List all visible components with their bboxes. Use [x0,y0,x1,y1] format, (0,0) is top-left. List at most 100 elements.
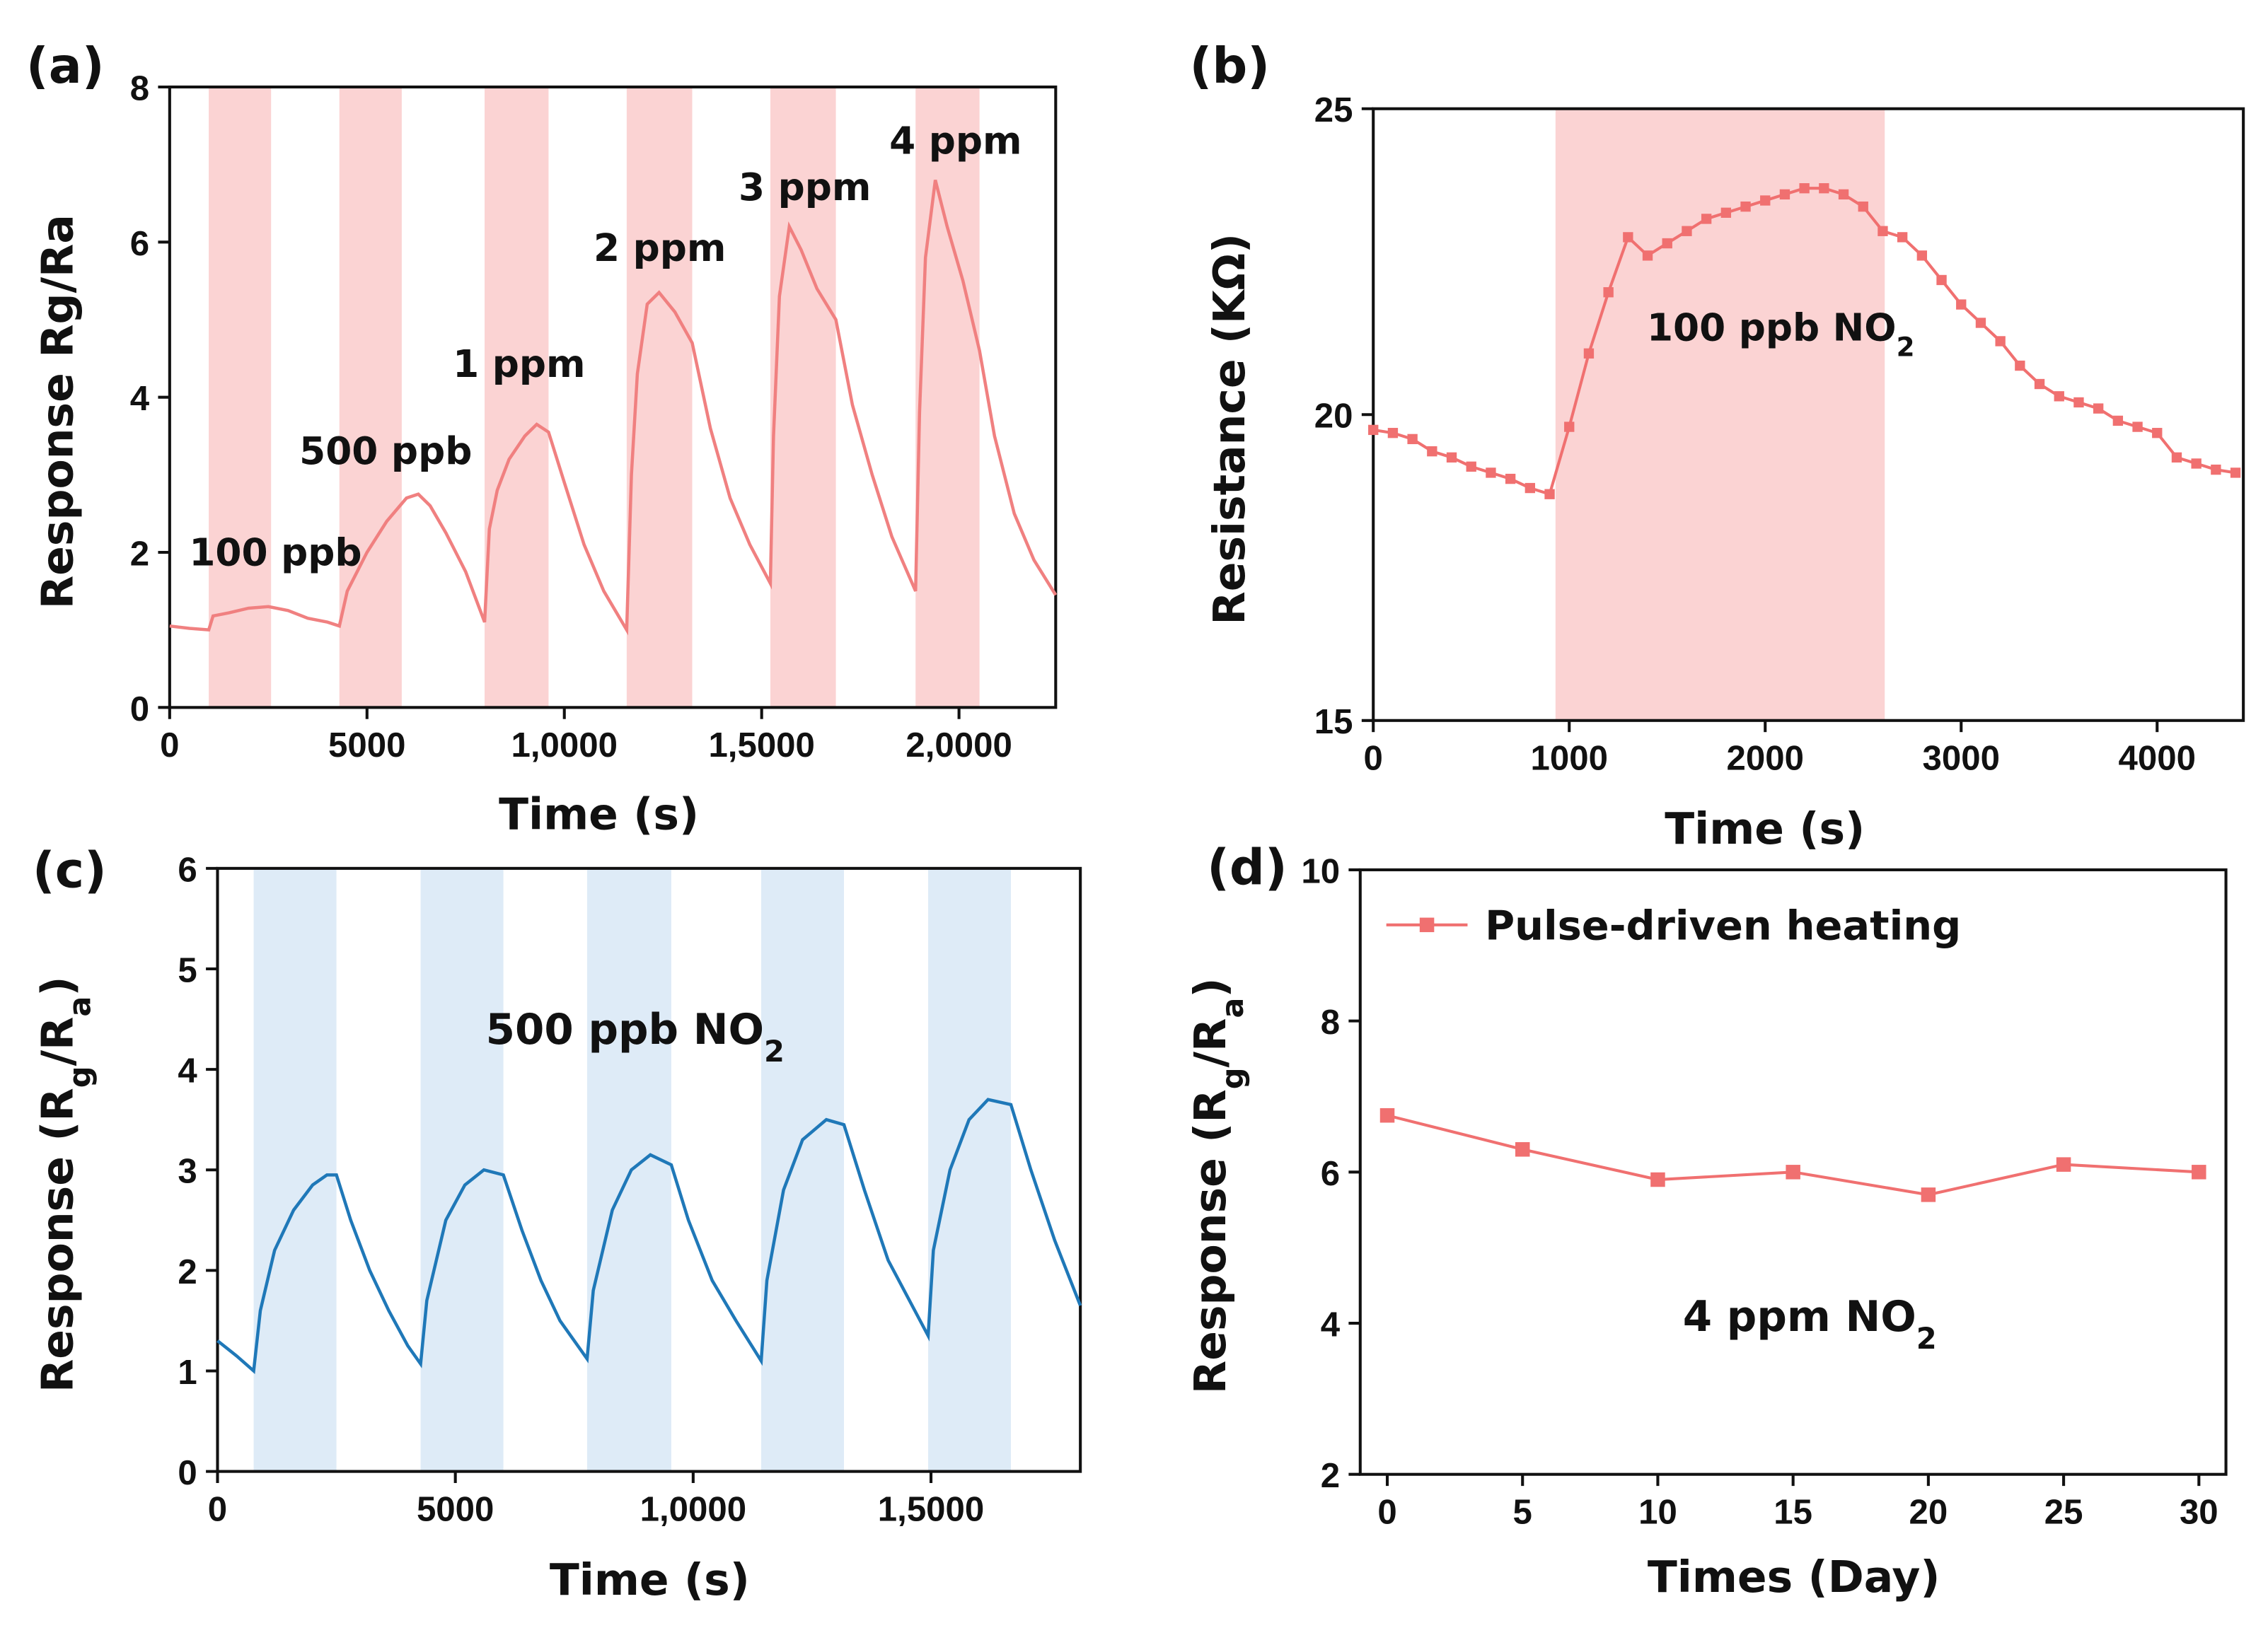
y-tick-label: 25 [1314,91,1353,129]
x-tick-label: 0 [208,1489,227,1528]
data-marker [1956,299,1967,310]
y-tick-label: 15 [1314,702,1353,741]
x-tick-label: 5000 [328,726,405,764]
data-line [216,1098,1082,1375]
data-marker [1740,201,1751,212]
data-marker [1921,1187,1936,1202]
data-marker [2015,360,2025,371]
y-tick-label: 4 [1321,1305,1341,1344]
data-marker [1446,452,1457,463]
annotation: 500 ppb [299,429,472,473]
legend-label: Pulse-driven heating [1485,902,1961,949]
data-marker [1505,473,1516,484]
panel-label: (b) [1189,37,1270,95]
data-marker [2034,378,2045,390]
y-tick-label: 2 [178,1252,197,1291]
y-tick-label: 8 [130,69,149,107]
annotation: 100 ppb NO2 [1647,306,1915,363]
data-marker [1603,287,1614,298]
data-marker [1662,238,1672,249]
data-marker [2112,415,2124,426]
data-marker [1819,183,1829,194]
x-tick-label: 5000 [417,1489,494,1528]
data-marker [2093,403,2104,414]
annotation-part: 100 ppb NO [1647,306,1897,350]
y-axis-title-part: Response (R [1185,1089,1236,1394]
y-axis-title-part: a [1215,998,1251,1018]
panel-label: (d) [1207,839,1288,896]
data-marker [2171,452,2182,463]
y-axis-title: Response (Rg/Ra) [32,976,98,1392]
data-marker [2192,1165,2206,1180]
data-marker [1524,482,1536,494]
x-axis-title: Time (s) [550,1554,750,1605]
y-axis-title-part: g [1215,1067,1251,1089]
shaded-band [339,86,402,708]
data-marker [2056,1157,2071,1172]
shaded-band [586,868,671,1472]
x-axis-title: Times (Day) [1648,1552,1940,1603]
y-tick-label: 5 [178,950,197,989]
y-tick-label: 3 [178,1152,197,1191]
x-axis-title: Time (s) [1665,803,1865,854]
data-marker [1897,232,1908,243]
data-marker [1544,489,1555,499]
legend-marker [1419,917,1435,933]
data-marker [1387,428,1399,438]
x-tick-label: 1,5000 [708,726,814,764]
annotation-part: 500 ppb NO [486,1006,764,1054]
y-axis-title-part: Response (R [32,1088,83,1392]
panel-label: (c) [33,842,107,900]
plot-frame [216,866,1082,1473]
shaded-band [927,868,1011,1472]
x-tick-label: 15 [1774,1492,1812,1531]
data-marker [2211,464,2221,475]
data-line [169,180,1058,636]
y-axis-title: Response Rg/Ra [32,214,83,609]
x-axis-title: Time (s) [499,789,699,840]
y-axis-title: Resistance (KΩ) [1204,233,1255,625]
plot-frame [168,85,1058,709]
data-marker [1486,467,1496,478]
data-marker [1701,214,1712,224]
shaded-band [760,868,844,1472]
x-tick-label: 1000 [1531,738,1608,777]
data-marker [1760,195,1771,206]
data-marker [1858,201,1868,212]
y-tick-label: 6 [178,850,197,889]
data-marker [2152,428,2163,438]
y-axis-title-part: /R [1185,1018,1236,1068]
annotation-part: 2 [764,1033,785,1068]
data-marker [1642,250,1653,261]
shaded-band [770,86,836,708]
annotation: 500 ppb NO2 [486,1006,785,1068]
x-tick-label: 1,0000 [511,726,618,764]
data-marker [1786,1165,1800,1180]
x-tick-label: 10 [1638,1492,1677,1531]
shaded-band [626,86,693,708]
x-tick-label: 3000 [1923,738,2000,777]
x-tick-label: 5 [1513,1492,1532,1531]
x-tick-label: 30 [2180,1492,2218,1531]
data-marker [1623,232,1633,243]
data-marker [1427,446,1437,457]
x-tick-label: 25 [2044,1492,2083,1531]
data-marker [1720,207,1732,218]
y-axis-title: Response (Rg/Ra) [1185,977,1251,1394]
data-marker [1682,226,1692,236]
data-marker [2073,397,2084,408]
y-axis-title-part: /R [32,1017,83,1066]
data-marker [1975,318,1986,328]
annotation-part: 4 ppm NO [1683,1293,1916,1342]
y-tick-label: 6 [1321,1154,1340,1193]
y-tick-label: 0 [178,1453,197,1492]
annotation-part: 2 [1897,332,1915,363]
annotation: 100 ppb [189,530,361,574]
data-marker [1799,183,1810,194]
annotation: 1 ppm [453,342,585,386]
annotation: 4 ppm [889,119,1022,163]
x-tick-label: 20 [1909,1492,1948,1531]
shaded-band [420,868,504,1472]
x-tick-label: 2,0000 [906,726,1012,764]
